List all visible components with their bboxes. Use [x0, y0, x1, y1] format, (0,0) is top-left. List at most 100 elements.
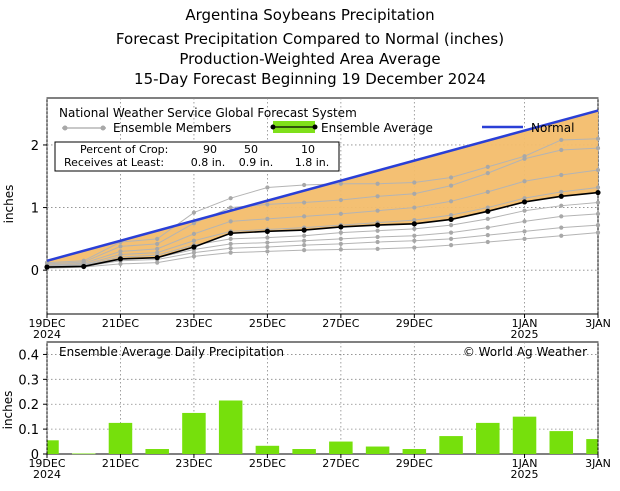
ensemble-member-point — [448, 243, 454, 248]
ensemble-average-point — [228, 230, 234, 236]
ensemble-member-point — [302, 248, 307, 253]
ensemble-member-point — [191, 250, 197, 255]
ensemble-member-point — [265, 185, 270, 190]
ensemble-member-point — [595, 185, 601, 190]
ensemble-member-point — [118, 252, 123, 257]
ensemble-member-point — [448, 236, 454, 241]
ensemble-member-point — [595, 167, 601, 173]
x-tick-label: 29DEC — [396, 457, 433, 470]
y-tick-label: 0.2 — [18, 398, 39, 413]
ensemble-member-point — [485, 233, 490, 238]
ensemble-member-line — [46, 147, 599, 265]
ensemble-member-point — [191, 210, 197, 215]
legend-members-dot — [100, 125, 106, 131]
ensemble-member-line — [46, 232, 599, 269]
ensemble-member-point — [595, 211, 601, 216]
ensemble-average-point — [411, 221, 417, 227]
ensemble-member-point — [485, 216, 490, 221]
percentile-amount: 0.9 in. — [239, 156, 274, 169]
ensemble-member-point — [485, 189, 490, 195]
ensemble-member-point — [375, 228, 380, 233]
percentile-amount: 1.8 in. — [295, 156, 330, 169]
ensemble-average-point — [117, 256, 124, 262]
ensemble-member-point — [118, 249, 123, 254]
ensemble-member-point — [412, 238, 417, 243]
ensemble-member-point — [265, 240, 270, 245]
x-tick-year-label: 2025 — [511, 468, 539, 481]
ensemble-member-point — [302, 200, 307, 205]
ensemble-member-point — [448, 199, 454, 204]
x-tick-label: 21DEC — [102, 457, 139, 470]
ensemble-member-point — [228, 246, 233, 251]
ensemble-member-point — [522, 236, 527, 241]
ensemble-member-point — [595, 136, 601, 141]
ensemble-member-point — [412, 233, 417, 238]
ensemble-member-point — [265, 235, 270, 240]
ensemble-member-point — [559, 233, 564, 238]
ensemble-member-point — [559, 225, 564, 230]
legend-members-dot — [62, 125, 68, 131]
ensemble-average-point — [375, 222, 381, 228]
x-tick-label: 1JAN — [512, 457, 538, 470]
y-tick-label: 1 — [31, 202, 39, 217]
ensemble-member-point — [559, 214, 564, 219]
daily-precip-bar — [255, 445, 280, 454]
ensemble-member-point — [448, 212, 454, 218]
x-tick-label: 3JAN — [585, 317, 611, 330]
x-tick-label: 23DEC — [175, 317, 212, 330]
ensemble-member-point — [338, 241, 343, 246]
ensemble-member-point — [595, 145, 601, 151]
ensemble-member-point — [265, 202, 270, 207]
ensemble-average-point — [154, 255, 160, 261]
x-tick-label: 1JAN — [512, 317, 538, 330]
daily-precip-bar — [512, 416, 537, 454]
ensemble-member-point — [118, 261, 123, 267]
y-tick-label: 2 — [31, 139, 39, 154]
x-tick-label: 27DEC — [322, 457, 359, 470]
ensemble-member-point — [375, 239, 380, 245]
y-tick-label: 0.3 — [18, 373, 39, 388]
ensemble-member-point — [559, 203, 564, 208]
daily-precip-bar — [439, 436, 463, 454]
daily-chart-title: Ensemble Average Daily Precipitation — [59, 345, 284, 359]
ensemble-member-point — [338, 247, 343, 252]
ensemble-member-line — [46, 202, 599, 267]
ensemble-member-point — [412, 205, 417, 210]
legend-title: National Weather Service Global Forecast… — [59, 106, 357, 120]
ensemble-member-point — [338, 230, 343, 235]
ensemble-member-point — [155, 246, 160, 251]
x-tick-label: 19DEC — [28, 457, 65, 470]
normal-line — [46, 109, 599, 262]
daily-precip-bar — [586, 439, 598, 454]
ensemble-member-point — [485, 239, 490, 245]
x-tick-label: 21DEC — [102, 317, 139, 330]
ensemble-member-point — [155, 260, 160, 265]
x-tick-label: 19DEC — [28, 317, 65, 330]
ensemble-member-point — [412, 180, 417, 185]
percentile-value: 50 — [244, 143, 258, 156]
ensemble-average-point — [81, 263, 87, 270]
ensemble-member-point — [412, 226, 417, 231]
ensemble-member-point — [559, 189, 564, 195]
percentile-row1-label: Percent of Crop: — [80, 143, 168, 156]
ensemble-member-point — [522, 208, 527, 213]
ensemble-member-point — [412, 191, 417, 196]
daily-precip-bar — [365, 446, 390, 454]
ensemble-member-point — [228, 219, 233, 224]
daily-precip-bar — [145, 449, 169, 454]
x-tick-label: 23DEC — [175, 457, 212, 470]
x-tick-label: 3JAN — [585, 457, 611, 470]
ensemble-member-point — [448, 183, 454, 188]
ensemble-member-point — [338, 197, 343, 203]
y-tick-label: 0.4 — [18, 348, 39, 363]
ensemble-member-point — [448, 175, 454, 180]
ensemble-member-line — [46, 187, 599, 267]
daily-precip-bar — [329, 441, 353, 454]
ensemble-member-line — [46, 224, 599, 269]
x-tick-year-label: 2025 — [511, 328, 539, 341]
chart-forecast-period: 15-Day Forecast Beginning 19 December 20… — [134, 70, 486, 88]
ensemble-member-point — [155, 250, 160, 255]
ensemble-average-point — [448, 216, 454, 223]
daily-precip-bar — [47, 440, 59, 454]
